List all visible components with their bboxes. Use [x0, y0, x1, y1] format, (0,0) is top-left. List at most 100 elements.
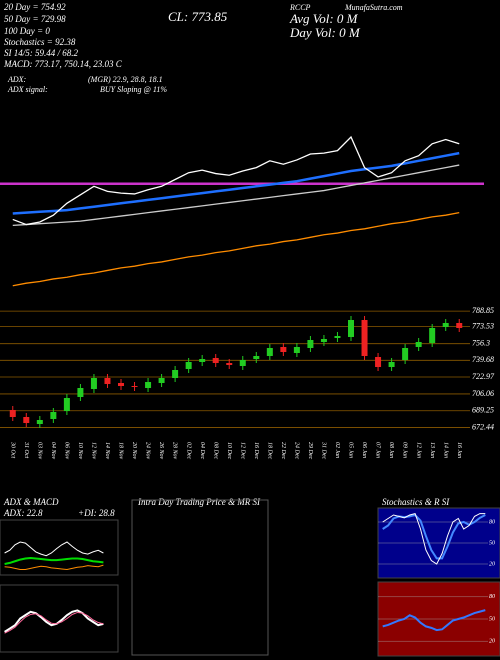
panel-line [4, 556, 104, 565]
y-tick-label: 80 [489, 594, 495, 600]
x-tick-label: 06 Nov [64, 442, 70, 460]
candle-body [226, 363, 233, 365]
y-tick-label: 80 [489, 519, 495, 525]
x-tick-label: 16 Jan [456, 442, 462, 458]
x-tick-label: 29 Dec [307, 442, 313, 459]
candle-body [307, 340, 314, 348]
candle-body [334, 336, 341, 338]
site: MunafaSutra.com [344, 3, 403, 12]
x-tick-label: 14 Jan [442, 442, 449, 458]
candle-body [36, 420, 43, 424]
x-tick-label: 24 Dec [294, 442, 301, 459]
candle-body [375, 357, 382, 367]
x-tick-label: 30 Oct [9, 441, 15, 458]
y-tick-label: 689.25 [472, 406, 494, 415]
y-tick-label: 773.53 [472, 321, 494, 330]
x-tick-label: 10 Dec [226, 442, 232, 459]
candle-body [172, 370, 179, 378]
x-tick-label: 12 Dec [239, 442, 245, 459]
x-tick-label: 04 Nov [50, 442, 57, 460]
y-tick-label: 50 [489, 616, 495, 622]
x-tick-label: 02 Dec [185, 442, 191, 459]
x-tick-label: 28 Nov [172, 442, 178, 460]
x-tick-label: 02 Jan [334, 442, 340, 458]
panel-line [4, 609, 104, 633]
di-label: +DI: 28.8 [78, 508, 115, 518]
candle-body [63, 398, 70, 411]
candle-body [185, 362, 192, 369]
candle-body [104, 378, 111, 384]
header-text: 100 Day = 0 [4, 26, 50, 36]
intraday-box [131, 499, 269, 656]
header-text: MACD: 773.17, 750.14, 23.03 C [3, 59, 123, 69]
candle-body [253, 356, 260, 359]
overlay-line [12, 151, 460, 215]
panel-line [382, 609, 486, 632]
x-tick-label: 22 Dec [280, 442, 286, 459]
candle-body [415, 342, 422, 347]
y-tick-label: 722.97 [472, 372, 495, 381]
candle-body [50, 412, 57, 419]
x-tick-label: 09 Jan [402, 442, 408, 458]
y-tick-label: 50 [489, 540, 495, 546]
x-tick-label: 18 Nov [118, 442, 124, 460]
x-tick-label: 16 Dec [253, 442, 259, 459]
y-tick-label: 706.06 [472, 389, 494, 398]
panel-line [4, 564, 104, 571]
x-tick-label: 08 Jan [388, 442, 394, 458]
x-tick-label: 20 Nov [131, 442, 137, 460]
candle-body [90, 378, 97, 389]
avg-vol: Avg Vol: 0 M [289, 11, 359, 26]
x-tick-label: 04 Dec [199, 442, 206, 459]
x-tick-label: 10 Nov [77, 442, 83, 460]
y-tick-label: 739.68 [472, 355, 494, 364]
x-tick-label: 12 Nov [91, 442, 97, 460]
candle-body [145, 382, 152, 388]
candle-body [348, 320, 354, 337]
x-tick-label: 31 Oct [23, 441, 29, 458]
candle-body [23, 417, 30, 423]
y-tick-label: 788.85 [472, 306, 494, 315]
panel-title: Stochastics & R SI [382, 497, 450, 507]
panel-line [382, 513, 486, 565]
x-tick-label: 14 Nov [104, 442, 111, 460]
x-tick-label: 31 Dec [321, 441, 327, 459]
header-text: 20 Day = 754.92 [4, 2, 66, 12]
panel-line [4, 611, 104, 634]
header-text: Stochastics = 92.38 [4, 37, 76, 47]
header-text: BUY Sloping @ 11% [100, 85, 167, 94]
panel-title: ADX & MACD [3, 497, 59, 507]
candle-body [158, 378, 165, 383]
candle-body [266, 348, 273, 356]
y-tick-label: 672.44 [472, 422, 494, 431]
candle-body [456, 323, 463, 328]
candle-body [429, 328, 436, 343]
x-tick-label: 13 Jan [429, 442, 435, 458]
candle-body [388, 362, 395, 367]
price-line [12, 135, 460, 226]
candle-body [239, 360, 246, 366]
x-tick-label: 05 Jan [348, 442, 354, 458]
candle-body [402, 348, 409, 360]
candle-body [9, 410, 16, 417]
panel-bg [0, 519, 119, 576]
overlay-line [12, 164, 460, 227]
header-text: 50 Day = 729.98 [4, 14, 66, 24]
panel-title: Intra Day Trading Price & MR SI [137, 497, 261, 507]
x-tick-label: 08 Dec [212, 442, 218, 459]
candle-body [131, 386, 138, 387]
x-tick-label: 06 Jan [361, 442, 367, 458]
day-vol: Day Vol: 0 M [289, 25, 361, 40]
overlay-line [12, 212, 460, 287]
candle-body [293, 347, 300, 353]
candle-body [280, 347, 287, 352]
panel-line [4, 541, 104, 557]
y-tick-label: 20 [489, 639, 495, 645]
candle-body [442, 323, 449, 327]
candle-body [199, 359, 206, 362]
x-tick-label: 26 Nov [158, 442, 164, 460]
header-text: ADX signal: [7, 85, 48, 94]
x-tick-label: 24 Nov [145, 442, 152, 460]
y-tick-label: 20 [489, 561, 495, 567]
